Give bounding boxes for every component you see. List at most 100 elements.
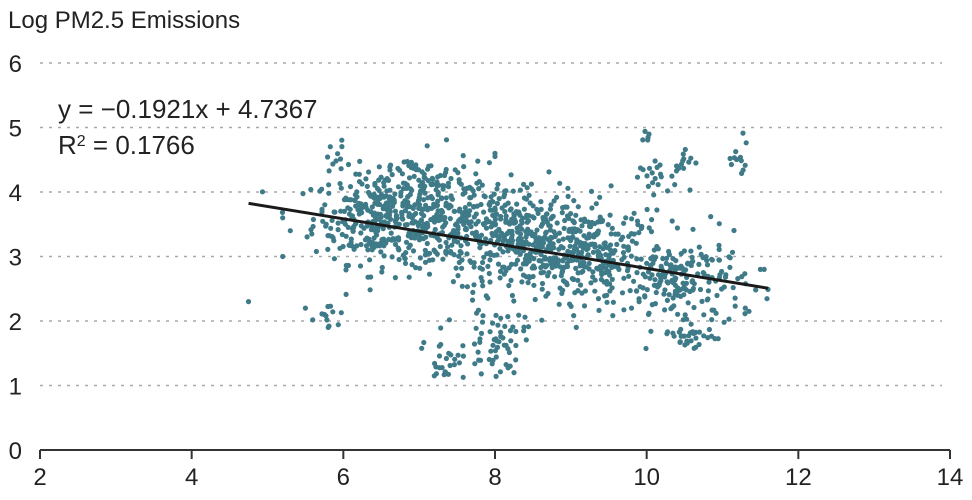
data-point — [321, 311, 327, 318]
data-point — [688, 262, 694, 269]
data-point — [572, 243, 578, 249]
data-point — [640, 137, 646, 143]
data-point — [595, 219, 601, 225]
data-point — [383, 193, 389, 199]
data-point — [476, 186, 482, 192]
data-point — [577, 228, 583, 234]
data-point — [610, 313, 616, 319]
data-point — [488, 348, 494, 354]
data-point — [634, 218, 641, 224]
data-point — [279, 209, 286, 215]
data-point — [621, 220, 627, 226]
data-point — [452, 356, 458, 362]
data-point — [678, 333, 684, 339]
data-point — [521, 195, 528, 201]
data-point — [470, 289, 476, 295]
data-point — [696, 329, 703, 335]
data-point — [588, 188, 595, 194]
data-point — [439, 195, 445, 201]
data-point — [610, 299, 617, 305]
data-point — [578, 260, 584, 267]
data-point — [502, 323, 508, 329]
data-point — [554, 220, 560, 226]
data-point — [524, 212, 530, 218]
data-point — [626, 233, 632, 239]
data-point — [379, 269, 385, 275]
data-point — [672, 182, 678, 188]
data-point — [494, 200, 500, 207]
data-point — [543, 229, 549, 235]
data-point — [706, 326, 713, 333]
data-point — [406, 213, 412, 219]
data-point — [705, 296, 711, 302]
data-point — [440, 256, 446, 262]
data-point — [392, 208, 398, 214]
data-point — [381, 253, 387, 259]
data-point — [607, 242, 614, 248]
data-point — [602, 242, 608, 248]
data-point — [716, 242, 722, 248]
data-point — [672, 288, 679, 294]
data-point — [540, 240, 547, 246]
data-point — [621, 254, 627, 260]
data-point — [430, 257, 436, 263]
data-point — [620, 234, 626, 240]
data-point — [442, 214, 448, 221]
data-point — [356, 179, 363, 185]
data-point — [519, 220, 525, 226]
data-point — [308, 186, 314, 193]
data-point — [427, 250, 433, 256]
data-point — [341, 208, 347, 214]
data-point — [652, 277, 658, 283]
y-tick-label: 2 — [9, 309, 22, 336]
data-point — [708, 214, 714, 220]
data-point — [585, 252, 591, 258]
data-point — [517, 251, 523, 257]
data-point — [419, 206, 425, 212]
data-point — [701, 312, 707, 318]
data-point — [586, 223, 593, 229]
data-point — [431, 373, 437, 379]
data-point — [319, 186, 325, 192]
data-point — [353, 203, 359, 209]
data-point — [764, 296, 770, 302]
data-point — [514, 201, 520, 207]
data-point — [455, 170, 461, 176]
data-point — [480, 259, 486, 266]
data-point — [481, 254, 487, 260]
data-point — [481, 209, 487, 215]
r-squared-exponent: 2 — [77, 133, 86, 150]
data-point — [337, 156, 344, 162]
data-point — [412, 219, 418, 225]
data-point — [562, 217, 568, 224]
data-point — [647, 275, 653, 281]
data-point — [335, 322, 341, 328]
data-point — [681, 156, 687, 162]
data-point — [464, 185, 470, 191]
data-point — [728, 161, 735, 168]
data-point — [704, 257, 710, 263]
data-point — [549, 235, 555, 241]
data-point — [732, 295, 738, 301]
data-point — [498, 329, 504, 335]
data-point — [536, 235, 542, 241]
data-point — [456, 360, 462, 366]
data-point — [592, 277, 598, 283]
data-point — [567, 226, 573, 232]
data-point — [506, 282, 512, 289]
data-point — [549, 241, 555, 247]
data-point — [387, 167, 393, 173]
data-point — [636, 299, 642, 305]
data-point — [673, 275, 679, 281]
data-point — [589, 205, 595, 211]
data-point — [413, 210, 419, 217]
data-point — [573, 229, 579, 235]
data-point — [593, 201, 599, 207]
data-point — [568, 211, 574, 217]
data-point — [580, 268, 586, 274]
data-point — [619, 290, 626, 296]
data-point — [626, 273, 632, 279]
data-point — [436, 217, 442, 224]
data-point — [495, 322, 501, 328]
data-point — [447, 362, 453, 369]
